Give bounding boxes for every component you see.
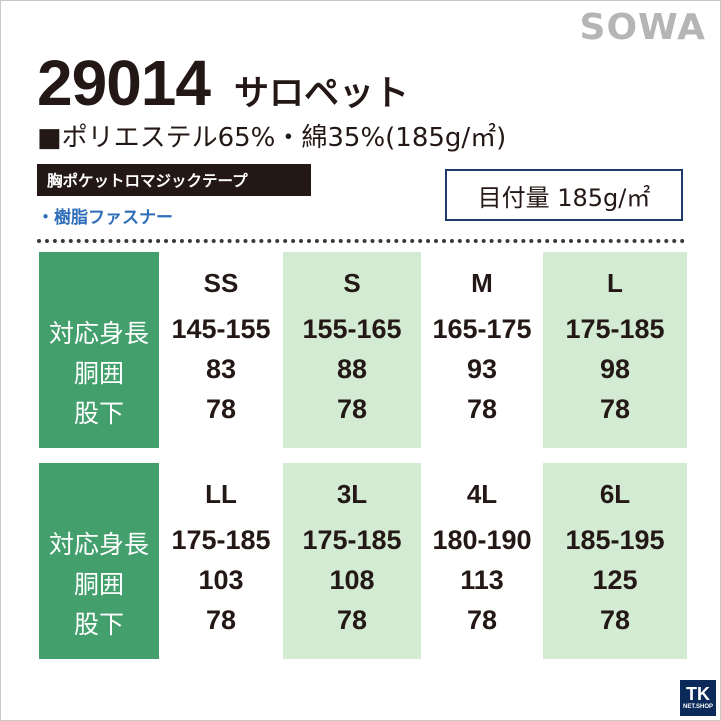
size-height: 180-190 — [432, 525, 532, 555]
size-inseam: 78 — [205, 605, 237, 635]
size-inseam: 78 — [466, 394, 498, 424]
size-column: 3L 175-185 108 78 — [283, 463, 421, 659]
size-name: L — [607, 268, 623, 298]
size-height: 155-165 — [302, 314, 402, 344]
size-name: SS — [203, 268, 239, 298]
row-label-inseam: 股下 — [73, 610, 124, 639]
size-height: 175-185 — [302, 525, 402, 555]
shop-logo: TK NET.SHOP — [680, 680, 716, 716]
row-label-column: 対応身長 胴囲 股下 — [39, 252, 159, 448]
size-height: 175-185 — [171, 525, 271, 555]
size-waist: 83 — [205, 354, 237, 384]
fabric-weight-box: 目付量 185g/㎡ — [445, 169, 683, 221]
size-name: 3L — [336, 479, 368, 509]
size-inseam: 78 — [205, 394, 237, 424]
size-inseam: 78 — [336, 605, 368, 635]
shop-logo-sub: NET.SHOP — [682, 704, 713, 710]
dotted-divider — [37, 239, 685, 243]
size-waist: 103 — [198, 565, 244, 595]
product-number: 29014 — [37, 47, 211, 119]
material-composition: ■ポリエステル65%・綿35%(185g/㎡) — [37, 123, 507, 153]
fabric-weight-label: 目付量 185g/㎡ — [477, 183, 651, 212]
size-name: 4L — [466, 479, 498, 509]
brand-logo: SOWA — [579, 7, 706, 48]
size-waist: 108 — [329, 565, 375, 595]
feature-primary: 胸ポケットロマジックテープ — [37, 164, 311, 196]
size-column: S 155-165 88 78 — [283, 252, 421, 448]
size-column: L 175-185 98 78 — [543, 252, 687, 448]
size-table-1: 対応身長 胴囲 股下 SS 145-155 83 78 S 155-165 88… — [39, 252, 687, 448]
size-inseam: 78 — [336, 394, 368, 424]
size-inseam: 78 — [599, 394, 631, 424]
size-inseam: 78 — [466, 605, 498, 635]
row-label-height: 対応身長 — [48, 319, 149, 348]
row-label-inseam: 股下 — [73, 399, 124, 428]
title-row: 29014 サロペット — [37, 51, 409, 116]
size-waist: 88 — [336, 354, 368, 384]
row-label-height: 対応身長 — [48, 530, 149, 559]
size-height: 165-175 — [432, 314, 532, 344]
size-column: 6L 185-195 125 78 — [543, 463, 687, 659]
shop-logo-mark: TK — [686, 684, 710, 704]
row-label-waist: 胴囲 — [73, 359, 124, 388]
size-waist: 125 — [592, 565, 638, 595]
row-label-waist: 胴囲 — [73, 570, 124, 599]
size-table-2: 対応身長 胴囲 股下 LL 175-185 103 78 3L 175-185 … — [39, 463, 687, 659]
feature-secondary: ・樹脂ファスナー — [37, 208, 173, 228]
size-name: 6L — [599, 479, 631, 509]
size-waist: 98 — [599, 354, 631, 384]
product-name: サロペット — [233, 74, 409, 114]
size-name: S — [343, 268, 361, 298]
size-column: LL 175-185 103 78 — [159, 463, 283, 659]
size-column: M 165-175 93 78 — [421, 252, 543, 448]
size-column: SS 145-155 83 78 — [159, 252, 283, 448]
size-waist: 113 — [460, 565, 504, 595]
size-name: LL — [205, 479, 237, 509]
size-height: 185-195 — [565, 525, 665, 555]
size-height: 175-185 — [565, 314, 665, 344]
size-name: M — [471, 268, 493, 298]
size-waist: 93 — [466, 354, 498, 384]
feature-primary-text: 胸ポケットロマジックテープ — [47, 172, 248, 190]
size-inseam: 78 — [599, 605, 631, 635]
size-column: 4L 180-190 113 78 — [421, 463, 543, 659]
row-label-column: 対応身長 胴囲 股下 — [39, 463, 159, 659]
size-height: 145-155 — [171, 314, 271, 344]
